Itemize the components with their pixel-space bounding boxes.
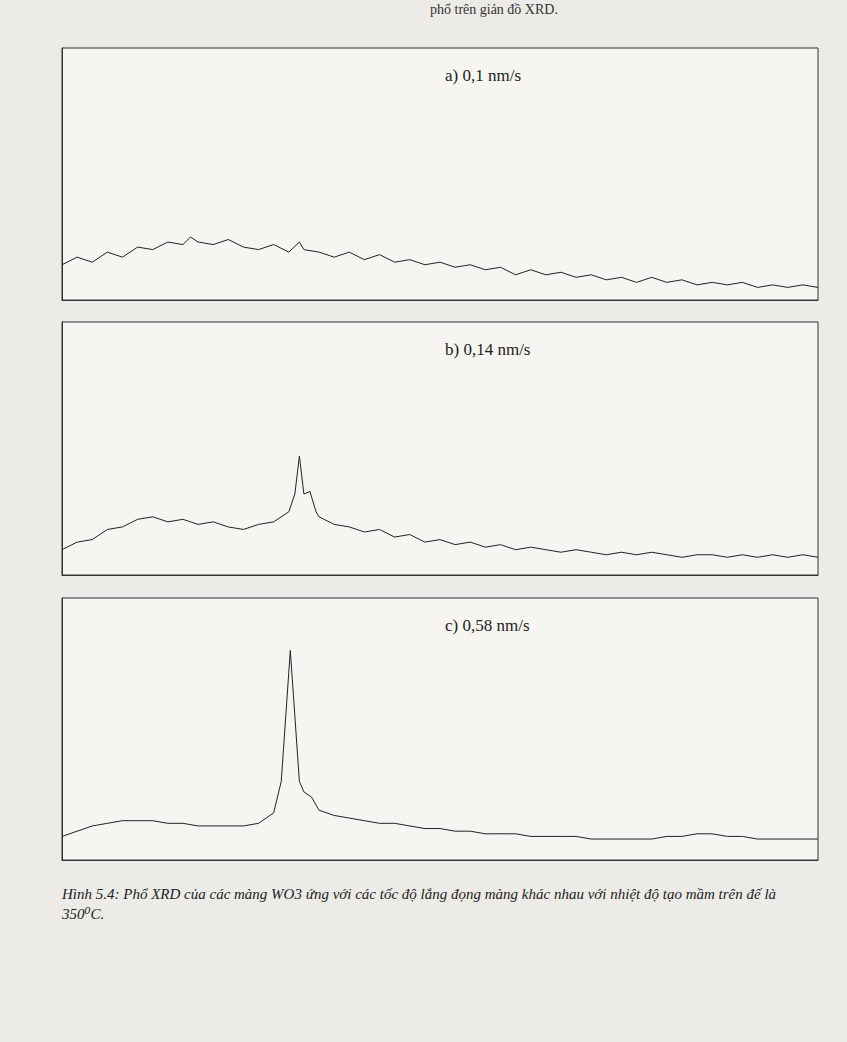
html-text:phổ trên giản đồ XRD.: phổ trên giản đồ XRD.	[430, 2, 558, 17]
svg-text:b) 0,14 nm/s: b) 0,14 nm/s	[445, 340, 530, 359]
html-text:Hình 5.4: Phổ XRD của các màng: Hình 5.4: Phổ XRD của các màng WO3 ứng v…	[62, 886, 777, 922]
svg-text:a) 0,1 nm/s: a) 0,1 nm/s	[445, 66, 521, 85]
svg-text:c) 0,58 nm/s: c) 0,58 nm/s	[445, 616, 530, 635]
